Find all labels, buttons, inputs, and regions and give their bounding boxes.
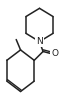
Text: O: O [51, 49, 58, 58]
Text: N: N [36, 37, 43, 46]
